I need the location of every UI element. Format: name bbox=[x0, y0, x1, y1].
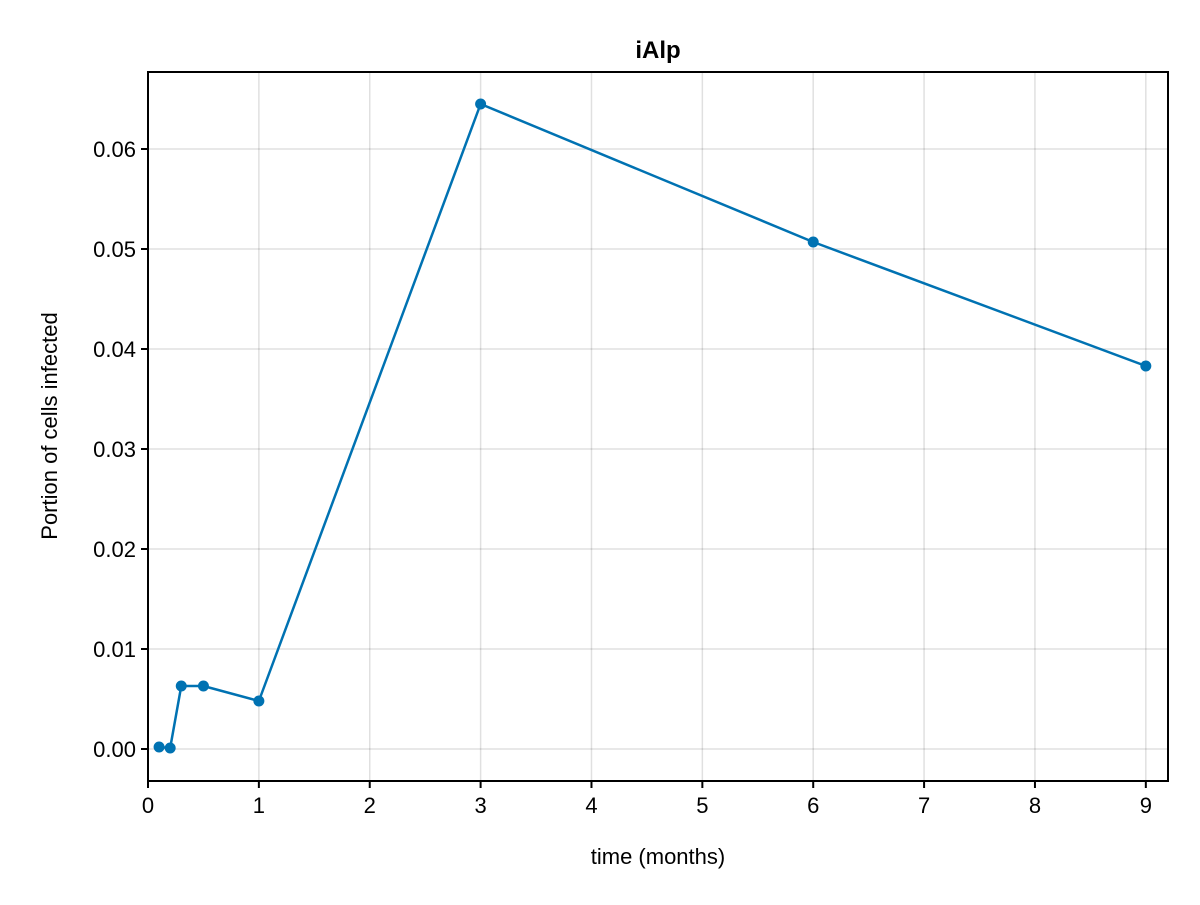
y-tick-label: 0.03 bbox=[93, 437, 136, 462]
y-tick-label: 0.05 bbox=[93, 237, 136, 262]
x-tick-label: 4 bbox=[585, 793, 597, 818]
data-point bbox=[164, 742, 176, 754]
data-point bbox=[1140, 360, 1152, 372]
data-point bbox=[153, 741, 165, 753]
x-axis-label: time (months) bbox=[591, 844, 725, 869]
plot-frame bbox=[147, 71, 1169, 782]
x-tick-label: 5 bbox=[696, 793, 708, 818]
x-tick-label: 2 bbox=[364, 793, 376, 818]
y-tick-label: 0.00 bbox=[93, 737, 136, 762]
y-tick-label: 0.04 bbox=[93, 337, 136, 362]
x-tick-label: 7 bbox=[918, 793, 930, 818]
y-tick-label: 0.02 bbox=[93, 537, 136, 562]
x-tick-label: 6 bbox=[807, 793, 819, 818]
x-tick-label: 1 bbox=[253, 793, 265, 818]
x-tick-label: 0 bbox=[142, 793, 154, 818]
data-point bbox=[175, 680, 187, 692]
grid-lines bbox=[147, 72, 1168, 781]
y-tick-label: 0.01 bbox=[93, 637, 136, 662]
series-layer bbox=[153, 98, 1152, 754]
data-point bbox=[197, 680, 209, 692]
y-tick-label: 0.06 bbox=[93, 137, 136, 162]
x-tick-label: 9 bbox=[1140, 793, 1152, 818]
data-point bbox=[807, 236, 819, 248]
x-tick-label: 8 bbox=[1029, 793, 1041, 818]
data-point bbox=[475, 98, 487, 110]
series-line bbox=[158, 102, 1147, 750]
data-point bbox=[253, 695, 265, 707]
chart-title: iAlp bbox=[635, 37, 680, 64]
x-tick-label: 3 bbox=[474, 793, 486, 818]
axis-ticks: 0 1 2 3 4 5 6 7 8 9 0.00 0.01 0.02 0.03 0.04 0.05 0.06 bbox=[93, 137, 1152, 818]
y-axis-label: Portion of cells infected bbox=[37, 312, 62, 539]
